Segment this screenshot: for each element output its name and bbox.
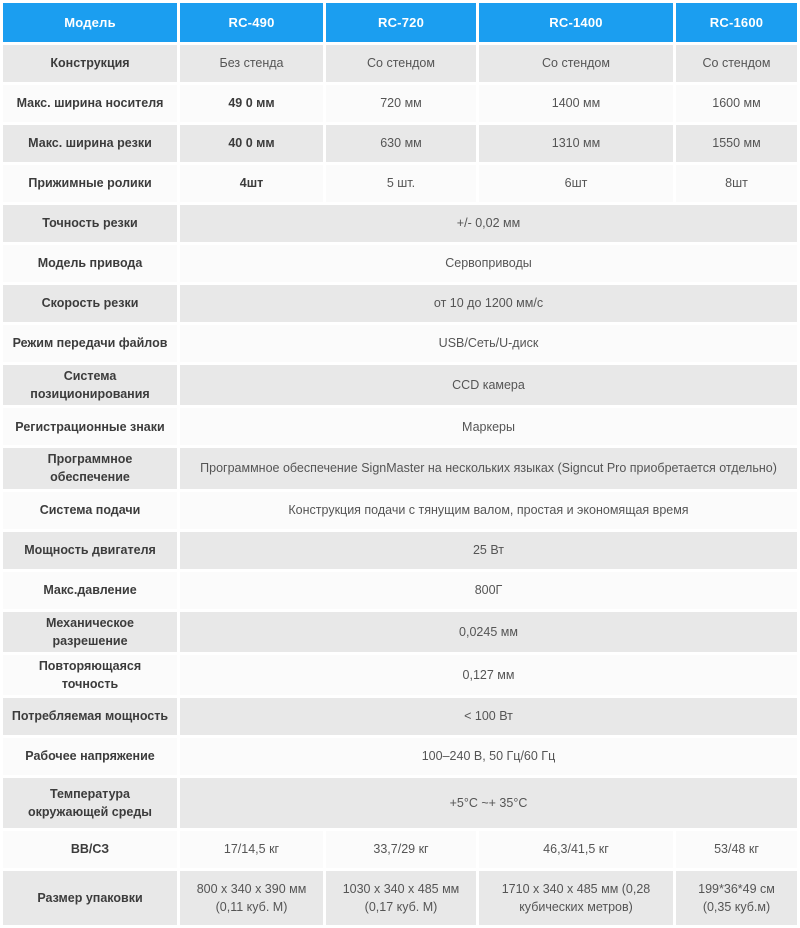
spec-label: Механическое разрешение — [3, 611, 177, 652]
spec-value: CCD камера — [180, 365, 797, 406]
spec-value: 40 0 мм — [180, 125, 323, 162]
spec-value: Со стендом — [479, 45, 673, 82]
spec-value: 1710 х 340 х 485 мм (0,28 кубических мет… — [479, 871, 673, 925]
spec-value: 4шт — [180, 165, 323, 202]
spec-label: Макс. ширина носителя — [3, 85, 177, 122]
table-row: Макс.давление 800Г — [3, 571, 797, 609]
spec-value: Со стендом — [326, 45, 476, 82]
spec-value: 25 Вт — [180, 531, 797, 569]
table-row: Режим передачи файлов USB/Сеть/U-диск — [3, 325, 797, 362]
spec-value: Без стенда — [180, 45, 323, 82]
spec-label: Конструкция — [3, 45, 177, 82]
spec-label: Потребляемая мощность — [3, 698, 177, 735]
spec-value: 1310 мм — [479, 125, 673, 162]
spec-value: Конструкция подачи с тянущим валом, прос… — [180, 491, 797, 529]
table-row: Регистрационные знаки Маркеры — [3, 408, 797, 446]
spec-value: 1400 мм — [479, 85, 673, 122]
spec-value: Сервоприводы — [180, 245, 797, 282]
table-row: Повторяющаяся точность 0,127 мм — [3, 654, 797, 695]
spec-label: Прижимные ролики — [3, 165, 177, 202]
spec-value: 1550 мм — [676, 125, 797, 162]
spec-value: 800Г — [180, 571, 797, 609]
spec-value: 6шт — [479, 165, 673, 202]
table-row: Система подачи Конструкция подачи с тянущ… — [3, 491, 797, 529]
table-row: ВВ/СЗ 17/14,5 кг 33,7/29 кг 46,3/41,5 кг 53/… — [3, 831, 797, 868]
spec-label: Режим передачи файлов — [3, 325, 177, 362]
spec-label: Мощность двигателя — [3, 531, 177, 569]
spec-label: Программное обеспечение — [3, 448, 177, 489]
spec-value: 53/48 кг — [676, 831, 797, 868]
spec-label: ВВ/СЗ — [3, 831, 177, 868]
spec-value: 720 мм — [326, 85, 476, 122]
spec-value: 800 х 340 х 390 мм (0,11 куб. М) — [180, 871, 323, 925]
spec-value: Программное обеспечение SignMaster на не… — [180, 448, 797, 489]
table-row: Механическое разрешение 0,0245 мм — [3, 611, 797, 652]
spec-value: 1600 мм — [676, 85, 797, 122]
spec-value: 1030 х 340 х 485 мм (0,17 куб. М) — [326, 871, 476, 925]
spec-label: Рабочее напряжение — [3, 738, 177, 775]
table-row: Температура окружающей среды +5°C ~+ 35°C — [3, 778, 797, 828]
table-row: Рабочее напряжение 100–240 В, 50 Гц/60 Гц — [3, 738, 797, 775]
spec-label: Система подачи — [3, 491, 177, 529]
spec-value: +5°C ~+ 35°C — [180, 778, 797, 828]
spec-value: 49 0 мм — [180, 85, 323, 122]
table-row: Скорость резки от 10 до 1200 мм/с — [3, 285, 797, 322]
spec-value: 17/14,5 кг — [180, 831, 323, 868]
spec-label: Система позиционирования — [3, 365, 177, 406]
spec-value: +/- 0,02 мм — [180, 205, 797, 242]
spec-value: 0,127 мм — [180, 654, 797, 695]
table-row: Модель привода Сервоприводы — [3, 245, 797, 282]
column-header-rc-720: RC-720 — [326, 3, 476, 42]
spec-label: Повторяющаяся точность — [3, 654, 177, 695]
spec-value: 199*36*49 см (0,35 куб.м) — [676, 871, 797, 925]
spec-label: Размер упаковки — [3, 871, 177, 925]
spec-label: Скорость резки — [3, 285, 177, 322]
table-row: Конструкция Без стенда Со стендом Со стендо… — [3, 45, 797, 82]
spec-label: Макс.давление — [3, 571, 177, 609]
spec-label: Температура окружающей среды — [3, 778, 177, 828]
table-row: Макс. ширина носителя 49 0 мм 720 мм 1400 м… — [3, 85, 797, 122]
spec-value: 5 шт. — [326, 165, 476, 202]
spec-value: 100–240 В, 50 Гц/60 Гц — [180, 738, 797, 775]
table-row: Мощность двигателя 25 Вт — [3, 531, 797, 569]
spec-value: Маркеры — [180, 408, 797, 446]
table-row: Программное обеспечение Программное обесп… — [3, 448, 797, 489]
spec-value: 8шт — [676, 165, 797, 202]
spec-value: от 10 до 1200 мм/с — [180, 285, 797, 322]
table-row: Прижимные ролики 4шт 5 шт. 6шт 8шт — [3, 165, 797, 202]
table-row: Система позиционирования CCD камера — [3, 365, 797, 406]
spec-value: < 100 Вт — [180, 698, 797, 735]
spec-value: 33,7/29 кг — [326, 831, 476, 868]
table-header-row: Модель RC-490 RC-720 RC-1400 RC-1600 — [3, 3, 797, 42]
spec-value: 630 мм — [326, 125, 476, 162]
spec-label: Регистрационные знаки — [3, 408, 177, 446]
spec-value: Со стендом — [676, 45, 797, 82]
table-row: Точность резки +/- 0,02 мм — [3, 205, 797, 242]
column-header-rc-1600: RC-1600 — [676, 3, 797, 42]
spec-table-body: Конструкция Без стенда Со стендом Со стендо… — [3, 45, 797, 925]
spec-label: Макс. ширина резки — [3, 125, 177, 162]
table-row: Потребляемая мощность < 100 Вт — [3, 698, 797, 735]
column-header-rc-490: RC-490 — [180, 3, 323, 42]
spec-label: Точность резки — [3, 205, 177, 242]
spec-value: 46,3/41,5 кг — [479, 831, 673, 868]
spec-value: 0,0245 мм — [180, 611, 797, 652]
table-row: Размер упаковки 800 х 340 х 390 мм (0,11 … — [3, 871, 797, 925]
spec-label: Модель привода — [3, 245, 177, 282]
column-header-rc-1400: RC-1400 — [479, 3, 673, 42]
table-row: Макс. ширина резки 40 0 мм 630 мм 1310 мм 15… — [3, 125, 797, 162]
spec-value: USB/Сеть/U-диск — [180, 325, 797, 362]
column-header-model: Модель — [3, 3, 177, 42]
